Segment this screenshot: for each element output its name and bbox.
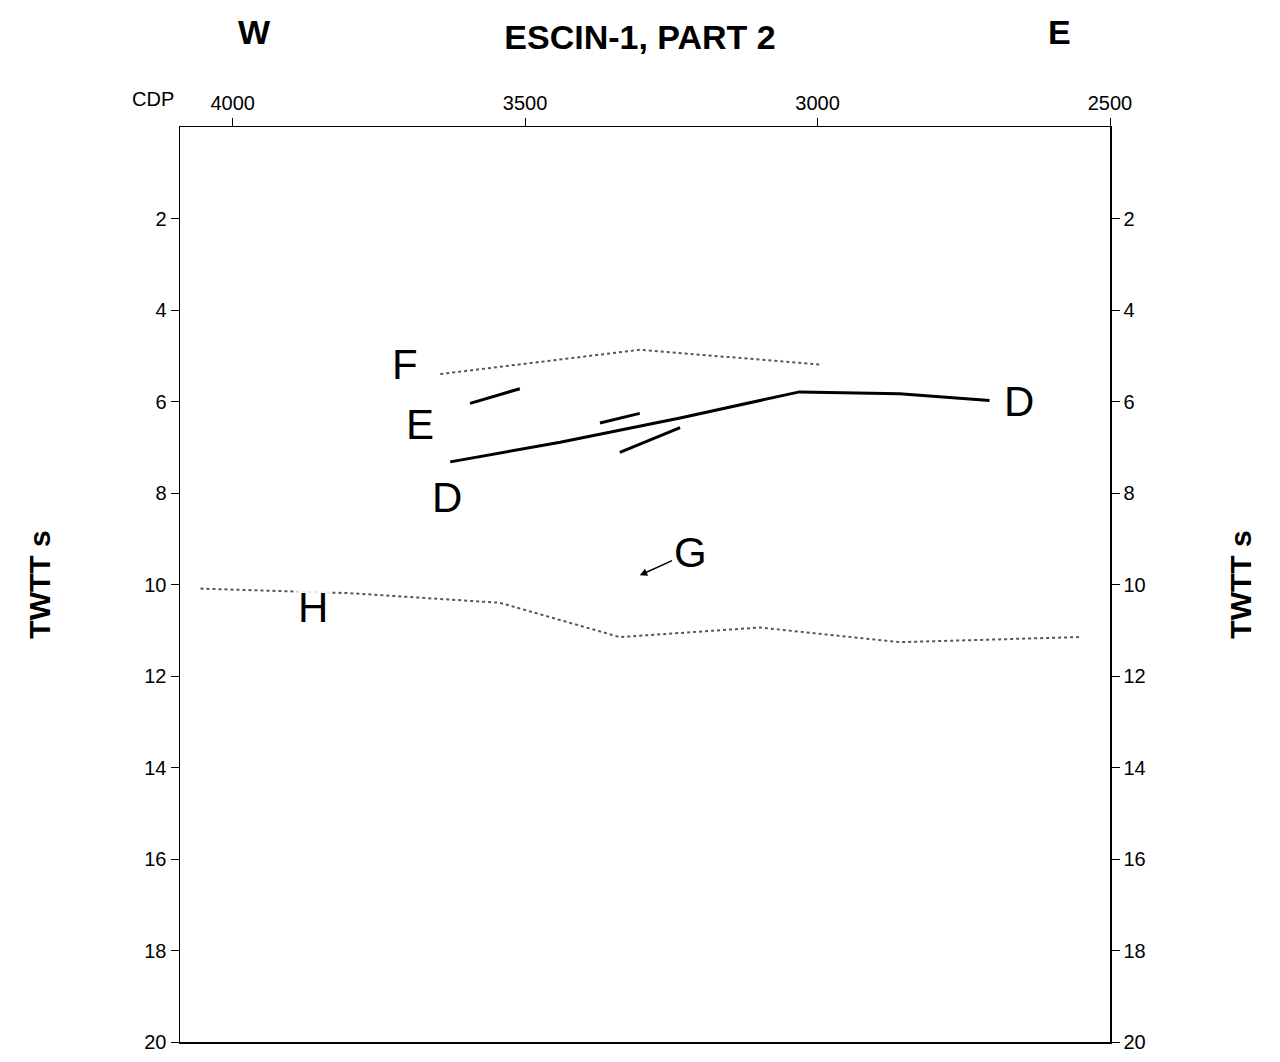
svg-text:14: 14	[144, 757, 166, 779]
svg-text:12: 12	[1124, 665, 1146, 687]
svg-text:20: 20	[1124, 1031, 1146, 1053]
svg-text:8: 8	[155, 482, 166, 504]
svg-text:F: F	[392, 341, 418, 388]
svg-text:D: D	[1004, 378, 1034, 425]
svg-text:18: 18	[144, 940, 166, 962]
svg-text:4000: 4000	[210, 92, 255, 114]
svg-text:6: 6	[155, 391, 166, 413]
svg-text:H: H	[298, 584, 328, 631]
svg-text:E: E	[1048, 13, 1071, 51]
svg-text:TWTT s: TWTT s	[23, 530, 56, 638]
svg-text:6: 6	[1124, 391, 1135, 413]
svg-text:2: 2	[155, 208, 166, 230]
svg-text:ESCIN-1, PART 2: ESCIN-1, PART 2	[504, 18, 775, 56]
svg-text:10: 10	[1124, 574, 1146, 596]
svg-text:4: 4	[1124, 299, 1135, 321]
svg-text:8: 8	[1124, 482, 1135, 504]
svg-text:2: 2	[1124, 208, 1135, 230]
svg-text:2500: 2500	[1088, 92, 1133, 114]
svg-text:10: 10	[144, 574, 166, 596]
svg-text:4: 4	[155, 299, 166, 321]
svg-text:12: 12	[144, 665, 166, 687]
svg-text:CDP: CDP	[132, 88, 174, 110]
svg-text:16: 16	[144, 848, 166, 870]
svg-text:3500: 3500	[503, 92, 548, 114]
svg-text:14: 14	[1124, 757, 1146, 779]
svg-text:D: D	[432, 474, 462, 521]
svg-text:E: E	[406, 401, 434, 448]
svg-text:20: 20	[144, 1031, 166, 1053]
svg-text:3000: 3000	[795, 92, 840, 114]
svg-text:18: 18	[1124, 940, 1146, 962]
svg-text:G: G	[674, 529, 707, 576]
svg-text:W: W	[238, 13, 271, 51]
svg-text:16: 16	[1124, 848, 1146, 870]
svg-text:TWTT s: TWTT s	[1224, 530, 1257, 638]
